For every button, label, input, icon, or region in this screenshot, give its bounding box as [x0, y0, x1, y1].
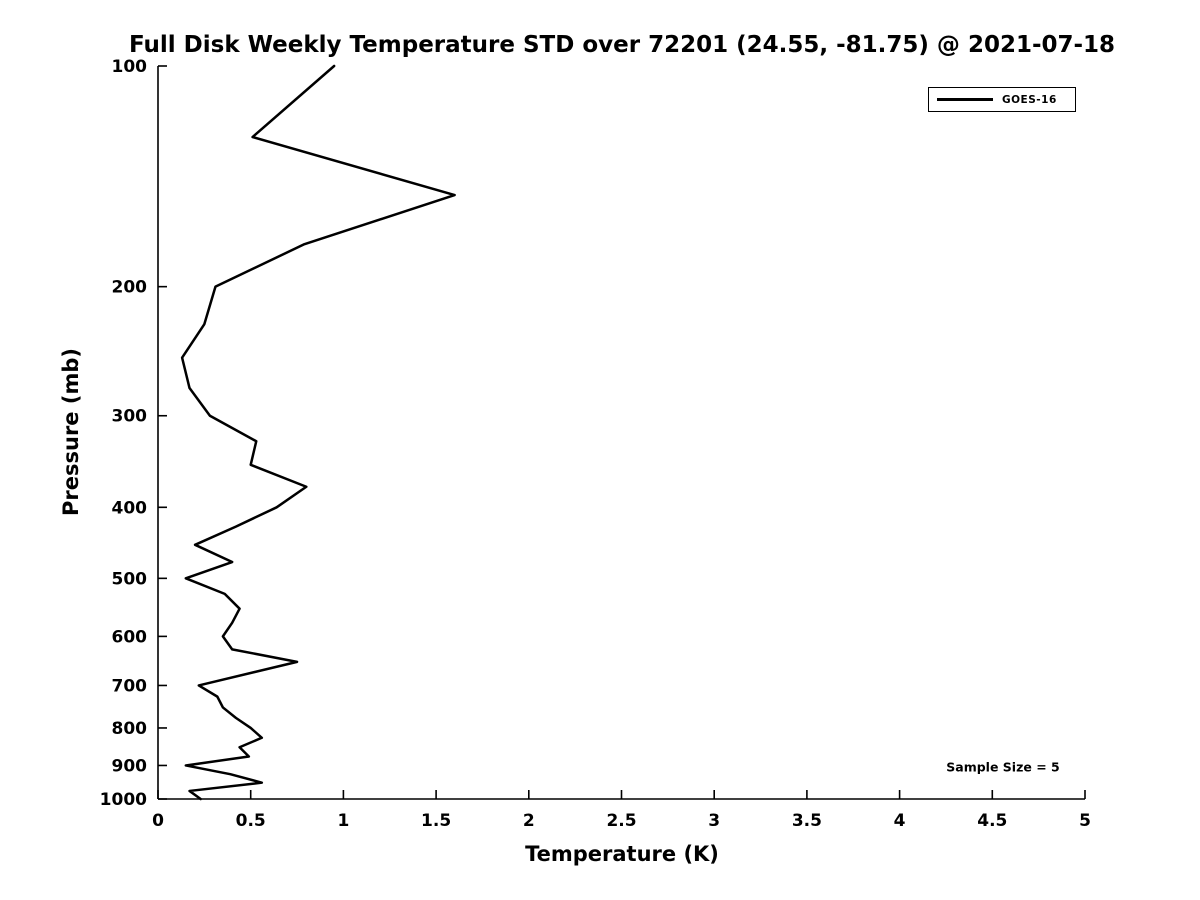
- y-tick-label: 200: [112, 278, 148, 298]
- x-tick-label: 3.5: [792, 811, 822, 831]
- x-tick-label: 0.5: [236, 811, 266, 831]
- data-series-line: [180, 64, 456, 801]
- y-tick-label: 1000: [100, 790, 147, 810]
- y-tick-label: 500: [112, 569, 148, 589]
- x-tick-label: 1.5: [421, 811, 451, 831]
- y-axis-label: Pressure (mb): [59, 348, 83, 516]
- x-tick-label: 1: [337, 811, 349, 831]
- y-tick-label: 700: [112, 676, 148, 696]
- y-tick-label: 900: [112, 756, 148, 776]
- sample-size-annotation: Sample Size = 5: [946, 759, 1060, 775]
- x-tick-label: 2.5: [606, 811, 636, 831]
- x-tick-label: 3: [708, 811, 720, 831]
- chart-title: Full Disk Weekly Temperature STD over 72…: [128, 32, 1116, 58]
- x-tick-label: 2: [523, 811, 535, 831]
- y-tick-label: 600: [112, 627, 148, 647]
- x-axis-label: Temperature (K): [525, 842, 719, 866]
- y-tick-label: 400: [112, 498, 148, 518]
- legend: GOES-16: [928, 87, 1076, 112]
- y-tick-label: 800: [112, 719, 148, 739]
- y-tick-label: 100: [112, 57, 148, 77]
- y-tick-label: 300: [112, 407, 148, 427]
- x-tick-label: 4: [894, 811, 906, 831]
- legend-entry-label: GOES-16: [1002, 93, 1057, 106]
- legend-line-sample-icon: [937, 98, 993, 101]
- x-tick-label: 4.5: [977, 811, 1007, 831]
- x-tick-label: 5: [1079, 811, 1091, 831]
- x-tick-label: 0: [152, 811, 164, 831]
